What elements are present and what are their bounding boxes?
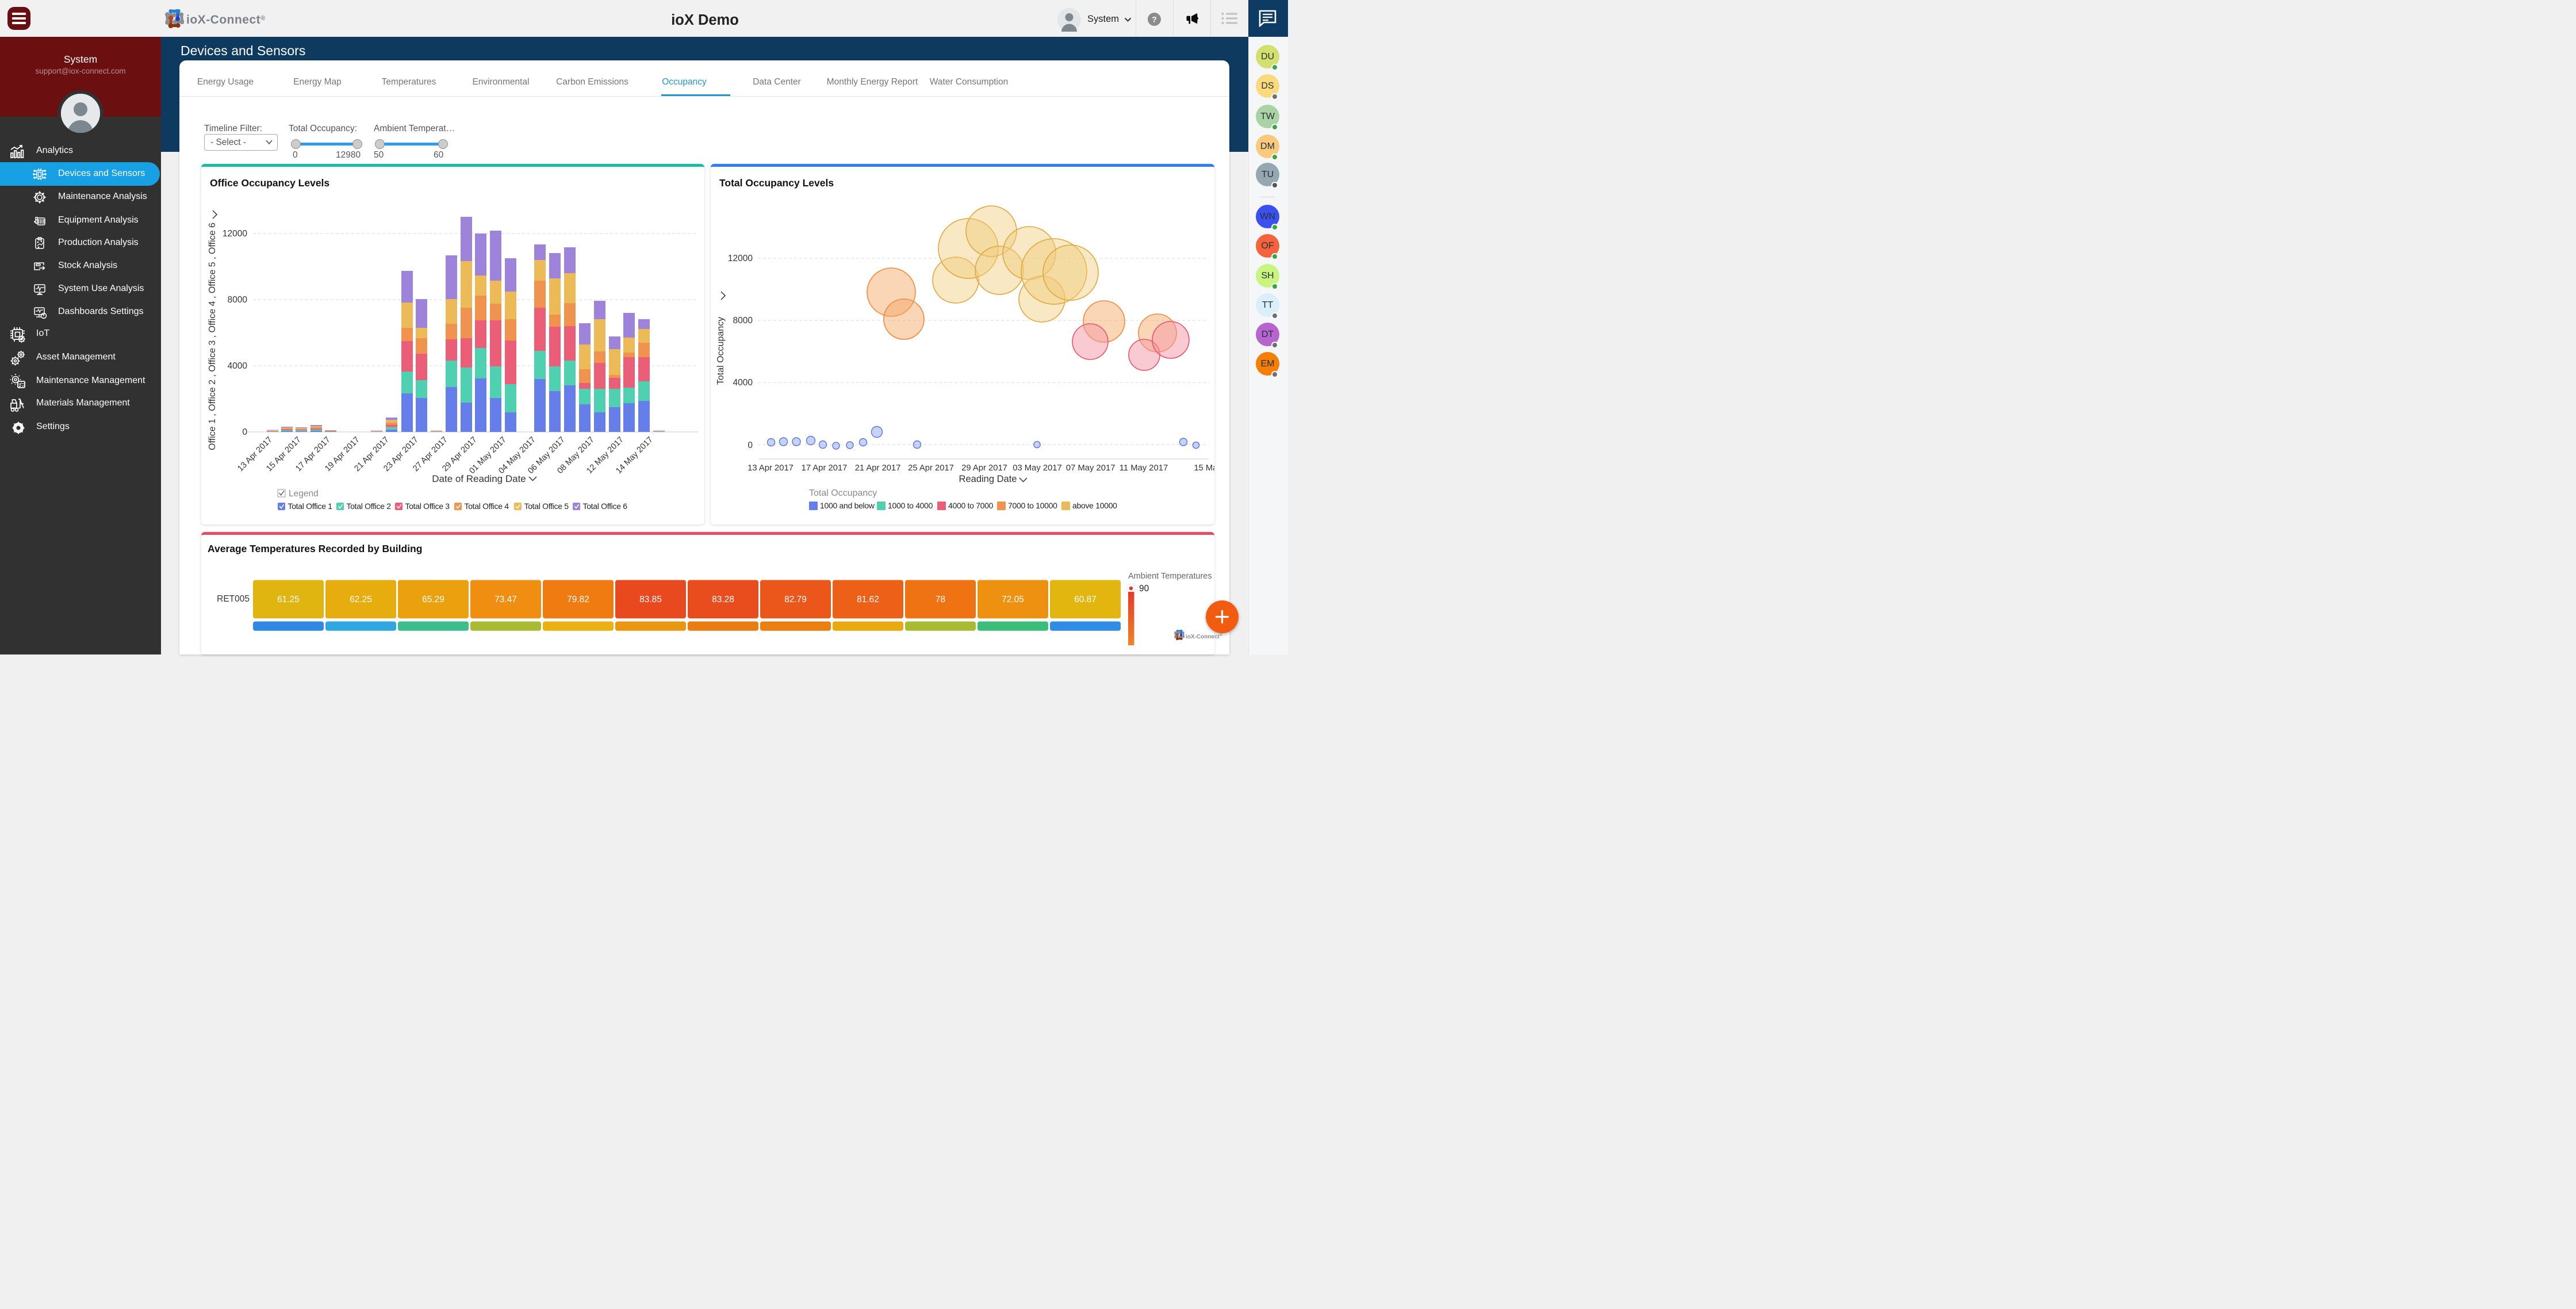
svg-text:7000 to 10000: 7000 to 10000 bbox=[1008, 501, 1057, 510]
svg-text:Reading Date: Reading Date bbox=[959, 474, 1017, 484]
svg-text:83.85: 83.85 bbox=[639, 595, 662, 604]
svg-text:?: ? bbox=[1152, 15, 1157, 24]
svg-text:Total Office 2: Total Office 2 bbox=[347, 502, 392, 511]
svg-text:1000 and below: 1000 and below bbox=[820, 501, 875, 510]
svg-text:Ambient Temperatures: Ambient Temperatures bbox=[1128, 572, 1212, 581]
svg-text:29 Apr 2017: 29 Apr 2017 bbox=[961, 464, 1007, 473]
svg-text:Total Office 3: Total Office 3 bbox=[405, 502, 450, 511]
svg-text:62.25: 62.25 bbox=[350, 595, 372, 604]
svg-text:25 Apr 2017: 25 Apr 2017 bbox=[908, 464, 954, 473]
svg-text:61.25: 61.25 bbox=[277, 595, 300, 604]
svg-text:RET005: RET005 bbox=[217, 594, 250, 604]
svg-text:03 May 2017: 03 May 2017 bbox=[1013, 464, 1062, 473]
svg-text:79.82: 79.82 bbox=[567, 595, 589, 604]
svg-text:0: 0 bbox=[747, 441, 753, 450]
svg-text:07 May 2017: 07 May 2017 bbox=[1066, 464, 1116, 473]
svg-text:8000: 8000 bbox=[733, 316, 753, 326]
svg-text:17 Apr 2017: 17 Apr 2017 bbox=[802, 464, 848, 473]
svg-text:65.29: 65.29 bbox=[422, 595, 444, 604]
svg-text:73.47: 73.47 bbox=[494, 595, 517, 604]
svg-text:12000: 12000 bbox=[223, 229, 247, 239]
svg-text:11 May 2017: 11 May 2017 bbox=[1120, 464, 1168, 473]
svg-text:Office 1 , Office 2 , Office 3: Office 1 , Office 2 , Office 3 , Office … bbox=[208, 223, 217, 450]
svg-text:Total Occupancy: Total Occupancy bbox=[809, 488, 877, 498]
svg-text:60.87: 60.87 bbox=[1074, 595, 1097, 604]
svg-text:15 Ma..: 15 Ma.. bbox=[1194, 464, 1214, 473]
svg-text:Total Office 1: Total Office 1 bbox=[288, 502, 333, 511]
svg-text:90: 90 bbox=[1139, 584, 1149, 594]
svg-text:above 10000: above 10000 bbox=[1072, 501, 1117, 510]
svg-text:83.28: 83.28 bbox=[712, 595, 734, 604]
svg-text:Legend: Legend bbox=[289, 489, 319, 499]
svg-text:72.05: 72.05 bbox=[1002, 595, 1024, 604]
svg-text:Total Office 6: Total Office 6 bbox=[583, 502, 628, 511]
svg-text:4000: 4000 bbox=[228, 361, 248, 371]
svg-text:21 Apr 2017: 21 Apr 2017 bbox=[855, 464, 901, 473]
svg-text:Total Office 5: Total Office 5 bbox=[524, 502, 569, 511]
svg-text:78: 78 bbox=[936, 595, 945, 604]
svg-text:82.79: 82.79 bbox=[784, 595, 807, 604]
svg-text:4000: 4000 bbox=[733, 378, 753, 388]
svg-text:Date of Reading Date: Date of Reading Date bbox=[432, 473, 526, 484]
svg-text:4000 to 7000: 4000 to 7000 bbox=[948, 501, 994, 510]
svg-text:13 Apr 2017: 13 Apr 2017 bbox=[747, 464, 793, 473]
svg-text:Total Office 4: Total Office 4 bbox=[465, 502, 509, 511]
svg-text:12000: 12000 bbox=[728, 254, 753, 263]
svg-text:81.62: 81.62 bbox=[857, 595, 879, 604]
svg-text:8000: 8000 bbox=[228, 295, 248, 305]
svg-text:1000 to 4000: 1000 to 4000 bbox=[888, 501, 933, 510]
svg-text:Total Occupancy: Total Occupancy bbox=[716, 317, 726, 385]
svg-text:0: 0 bbox=[242, 427, 247, 437]
